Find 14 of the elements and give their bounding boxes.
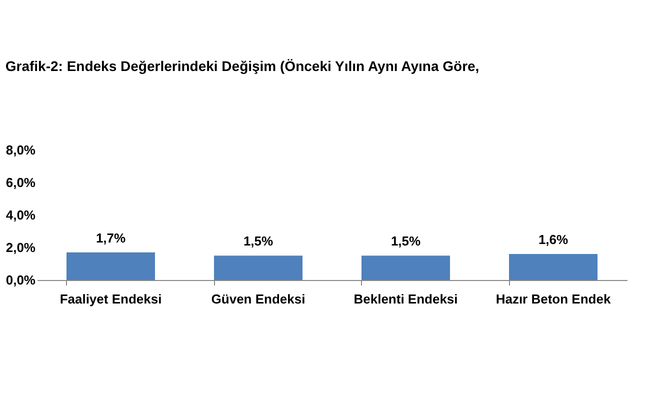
data-label: 1,5% <box>390 234 421 249</box>
data-label: 1,5% <box>243 234 274 249</box>
x-tick-label: Faaliyet Endeksi <box>60 292 162 306</box>
y-tick-label: 4,0% <box>6 208 36 222</box>
data-label: 1,6% <box>538 232 568 247</box>
y-tick-label: 2,0% <box>6 240 36 255</box>
x-tick-label: Beklenti Endeksi <box>354 292 458 306</box>
y-tick-label: 0,0% <box>6 272 36 288</box>
x-tick-label: Güven Endeksi <box>211 292 306 306</box>
y-tick-label: 6,0% <box>6 175 36 190</box>
y-tick-label: 8,0% <box>6 142 36 158</box>
x-tick-label: Hazır Beton Endek <box>496 292 612 306</box>
chart-title: Grafik-2: Endeks Değerlerindeki Değişim (Önceki Yılın Aynı Ayına Göre, <box>5 58 480 74</box>
data-label: 1,7% <box>96 230 126 246</box>
